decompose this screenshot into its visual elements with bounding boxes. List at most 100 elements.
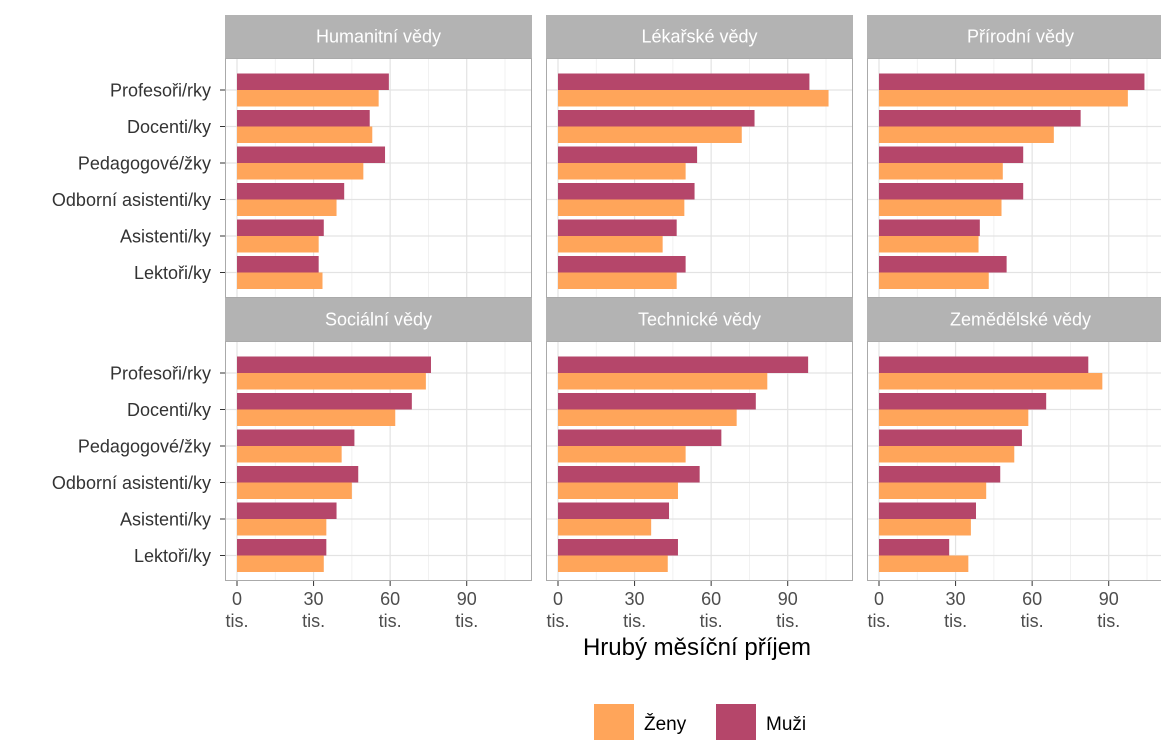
bar-zemedelske-vedy-pedagogove-zky-muzi	[879, 429, 1022, 446]
bar-humanitni-vedy-profesori-rky-zeny	[237, 90, 379, 107]
bar-prirodni-vedy-pedagogove-zky-zeny	[879, 163, 1003, 180]
x-tick-label: 0 tis.	[225, 589, 248, 631]
facet-strip-socialni-vedy	[225, 298, 532, 341]
bar-lekarske-vedy-profesori-rky-zeny	[558, 90, 829, 107]
bar-lekarske-vedy-pedagogove-zky-zeny	[558, 163, 686, 180]
legend-label-zeny: Ženy	[644, 713, 687, 735]
bar-humanitni-vedy-pedagogove-zky-zeny	[237, 163, 364, 180]
x-tick-label: 0 tis.	[546, 589, 569, 631]
bar-humanitni-vedy-asistenti-ky-zeny	[237, 236, 319, 253]
category-label: Pedagogové/žky	[78, 437, 211, 457]
facet-strip-prirodni-vedy	[867, 15, 1161, 58]
bar-socialni-vedy-docenti-ky-zeny	[237, 409, 396, 426]
bar-zemedelske-vedy-profesori-rky-muzi	[879, 356, 1089, 373]
bar-socialni-vedy-odborni-asistenti-ky-muzi	[237, 466, 359, 483]
bar-lekarske-vedy-pedagogove-zky-muzi	[558, 146, 698, 163]
bar-lekarske-vedy-docenti-ky-zeny	[558, 126, 742, 143]
facet-title-lekarske-vedy: Lékařské vědy	[641, 27, 757, 47]
bar-socialni-vedy-pedagogove-zky-muzi	[237, 429, 355, 446]
bar-socialni-vedy-profesori-rky-muzi	[237, 356, 431, 373]
category-label: Odborní asistenti/ky	[52, 190, 211, 210]
bar-prirodni-vedy-lektori-ky-zeny	[879, 272, 989, 289]
bar-socialni-vedy-lektori-ky-muzi	[237, 539, 327, 556]
bar-humanitni-vedy-profesori-rky-muzi	[237, 73, 389, 90]
x-tick-label: 0 tis.	[867, 589, 890, 631]
category-label: Lektoři/ky	[134, 546, 211, 566]
bar-lekarske-vedy-odborni-asistenti-ky-muzi	[558, 183, 695, 200]
bar-humanitni-vedy-lektori-ky-zeny	[237, 272, 323, 289]
bar-zemedelske-vedy-docenti-ky-muzi	[879, 393, 1047, 410]
bar-lekarske-vedy-asistenti-ky-zeny	[558, 236, 663, 253]
bar-socialni-vedy-lektori-ky-zeny	[237, 555, 324, 572]
bar-technicke-vedy-asistenti-ky-muzi	[558, 502, 670, 519]
bar-socialni-vedy-asistenti-ky-zeny	[237, 519, 327, 536]
x-tick-label: 60 tis.	[379, 589, 402, 631]
facet-title-socialni-vedy: Sociální vědy	[325, 310, 432, 330]
panel-border-humanitni-vedy	[225, 58, 532, 298]
bar-prirodni-vedy-asistenti-ky-muzi	[879, 219, 980, 236]
category-label: Profesoři/rky	[110, 364, 211, 384]
bar-lekarske-vedy-asistenti-ky-muzi	[558, 219, 677, 236]
bar-humanitni-vedy-lektori-ky-muzi	[237, 256, 319, 273]
x-tick-label: 30 tis.	[944, 589, 967, 631]
facet-strip-humanitni-vedy	[225, 15, 532, 58]
bar-technicke-vedy-docenti-ky-muzi	[558, 393, 756, 410]
bar-technicke-vedy-odborni-asistenti-ky-muzi	[558, 466, 700, 483]
bar-zemedelske-vedy-lektori-ky-muzi	[879, 539, 950, 556]
category-label: Docenti/ky	[127, 117, 211, 137]
bar-prirodni-vedy-asistenti-ky-zeny	[879, 236, 979, 253]
legend-key-muzi	[716, 704, 756, 740]
category-label: Docenti/ky	[127, 400, 211, 420]
panel-border-zemedelske-vedy	[867, 341, 1161, 581]
bar-prirodni-vedy-docenti-ky-zeny	[879, 126, 1054, 143]
x-tick-label: 30 tis.	[623, 589, 646, 631]
bar-humanitni-vedy-asistenti-ky-muzi	[237, 219, 324, 236]
bar-socialni-vedy-asistenti-ky-muzi	[237, 502, 337, 519]
x-tick-label: 90 tis.	[455, 589, 478, 631]
bar-prirodni-vedy-odborni-asistenti-ky-zeny	[879, 199, 1002, 216]
category-label: Asistenti/ky	[120, 510, 211, 530]
bar-technicke-vedy-pedagogove-zky-muzi	[558, 429, 722, 446]
bar-lekarske-vedy-docenti-ky-muzi	[558, 110, 755, 127]
bar-socialni-vedy-profesori-rky-zeny	[237, 373, 426, 390]
bar-technicke-vedy-docenti-ky-zeny	[558, 409, 737, 426]
legend-label-muzi: Muži	[766, 714, 806, 735]
bar-zemedelske-vedy-pedagogove-zky-zeny	[879, 446, 1015, 463]
bar-technicke-vedy-odborni-asistenti-ky-zeny	[558, 482, 678, 499]
bar-lekarske-vedy-lektori-ky-zeny	[558, 272, 677, 289]
panel-border-lekarske-vedy	[546, 58, 853, 298]
bar-zemedelske-vedy-asistenti-ky-muzi	[879, 502, 976, 519]
bar-lekarske-vedy-odborni-asistenti-ky-zeny	[558, 199, 685, 216]
x-tick-label: 60 tis.	[700, 589, 723, 631]
bar-prirodni-vedy-profesori-rky-muzi	[879, 73, 1145, 90]
bar-technicke-vedy-lektori-ky-muzi	[558, 539, 678, 556]
facet-title-prirodni-vedy: Přírodní vědy	[967, 27, 1074, 47]
bar-humanitni-vedy-odborni-asistenti-ky-muzi	[237, 183, 345, 200]
category-label: Asistenti/ky	[120, 227, 211, 247]
bar-zemedelske-vedy-odborni-asistenti-ky-zeny	[879, 482, 987, 499]
bar-socialni-vedy-docenti-ky-muzi	[237, 393, 412, 410]
bar-zemedelske-vedy-odborni-asistenti-ky-muzi	[879, 466, 1001, 483]
x-tick-label: 60 tis.	[1021, 589, 1044, 631]
bar-humanitni-vedy-docenti-ky-zeny	[237, 126, 373, 143]
facet-strip-zemedelske-vedy	[867, 298, 1161, 341]
bar-prirodni-vedy-profesori-rky-zeny	[879, 90, 1128, 107]
panel-border-socialni-vedy	[225, 341, 532, 581]
bar-zemedelske-vedy-lektori-ky-zeny	[879, 555, 969, 572]
bar-prirodni-vedy-docenti-ky-muzi	[879, 110, 1081, 127]
facet-strip-lekarske-vedy	[546, 15, 853, 58]
category-label: Profesoři/rky	[110, 81, 211, 101]
category-label: Lektoři/ky	[134, 263, 211, 283]
facet-title-technicke-vedy: Technické vědy	[638, 310, 761, 330]
category-label: Odborní asistenti/ky	[52, 473, 211, 493]
bar-prirodni-vedy-lektori-ky-muzi	[879, 256, 1007, 273]
facet-strip-technicke-vedy	[546, 298, 853, 341]
bar-zemedelske-vedy-docenti-ky-zeny	[879, 409, 1029, 426]
bar-prirodni-vedy-odborni-asistenti-ky-muzi	[879, 183, 1024, 200]
bar-technicke-vedy-pedagogove-zky-zeny	[558, 446, 686, 463]
bar-technicke-vedy-lektori-ky-zeny	[558, 555, 668, 572]
x-axis-title: Hrubý měsíční příjem	[583, 634, 811, 661]
legend-key-zeny	[594, 704, 634, 740]
x-tick-label: 90 tis.	[1097, 589, 1120, 631]
bar-humanitni-vedy-pedagogove-zky-muzi	[237, 146, 386, 163]
